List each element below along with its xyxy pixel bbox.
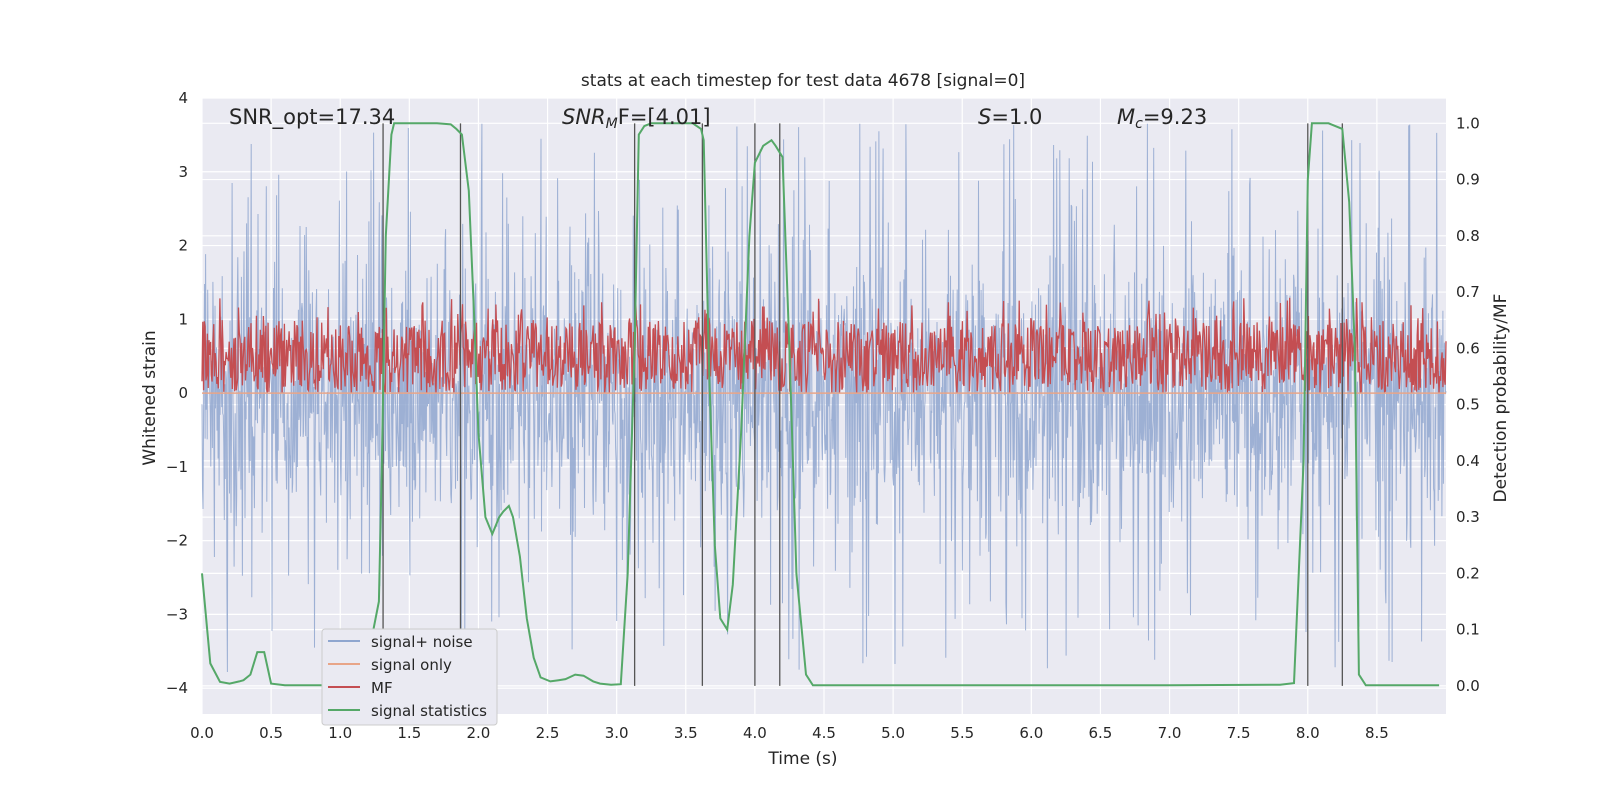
x-tick-label: 7.5 <box>1227 724 1251 742</box>
x-tick-label: 4.5 <box>812 724 836 742</box>
x-tick-label: 6.5 <box>1089 724 1113 742</box>
y-left-tick-label: −4 <box>166 679 188 697</box>
x-tick-label: 7.0 <box>1158 724 1182 742</box>
series-mf <box>201 297 1447 395</box>
x-axis-label: Time (s) <box>767 749 837 769</box>
legend-box <box>321 628 498 726</box>
y-right-tick-label: 0.8 <box>1456 227 1480 245</box>
x-tick-label: 1.0 <box>328 724 352 742</box>
x-tick-label: 2.5 <box>536 724 560 742</box>
x-tick-label: 3.0 <box>605 724 629 742</box>
y-left-tick-label: 2 <box>178 237 188 255</box>
series-signal-noise <box>201 123 1447 673</box>
x-tick-label: 3.5 <box>674 724 698 742</box>
annotation-snr-opt: SNR_opt=17.34 <box>229 105 395 130</box>
y-right-tick-label: 0.9 <box>1456 171 1480 189</box>
annotation-snr-mf: SNRMF=[4.01] <box>562 105 711 132</box>
x-tick-label: 0.5 <box>259 724 283 742</box>
series-signal-statistics <box>201 122 1440 687</box>
y-left-tick-label: 0 <box>178 384 188 402</box>
y-left-tick-label: −1 <box>166 458 188 476</box>
y-left-tick-label: 1 <box>178 310 188 328</box>
annotation-s: S=1.0 <box>978 105 1042 129</box>
legend-label-mf: MF <box>371 679 393 697</box>
x-tick-label: 2.0 <box>467 724 491 742</box>
y-left-tick-label: −2 <box>166 532 188 550</box>
x-tick-label: 4.0 <box>743 724 767 742</box>
y-axis-label-right: Detection probability/MF <box>1491 294 1511 503</box>
y-right-tick-label: 0.4 <box>1456 452 1480 470</box>
x-tick-label: 1.5 <box>397 724 421 742</box>
annotation-mc: Mc=9.23 <box>1117 105 1207 132</box>
legend-label-signal-only: signal only <box>371 656 452 674</box>
y-left-tick-label: −3 <box>166 605 188 623</box>
x-tick-label: 5.0 <box>881 724 905 742</box>
y-right-tick-label: 1.0 <box>1456 114 1480 132</box>
legend-label-noise: signal+ noise <box>371 633 473 651</box>
y-axis-label-left: Whitened strain <box>140 330 160 465</box>
x-tick-label: 8.5 <box>1365 724 1389 742</box>
x-tick-label: 8.0 <box>1296 724 1320 742</box>
y-left-tick-label: 4 <box>178 89 188 107</box>
y-right-tick-label: 0.0 <box>1456 677 1480 695</box>
x-tick-label: 5.5 <box>950 724 974 742</box>
legend: signal+ noise signal only MF signal stat… <box>321 628 498 726</box>
legend-label-stat: signal statistics <box>371 702 487 720</box>
x-tick-label: 6.0 <box>1019 724 1043 742</box>
y-right-tick-label: 0.7 <box>1456 283 1480 301</box>
y-right-tick-label: 0.6 <box>1456 339 1480 357</box>
chart-title: stats at each timestep for test data 467… <box>581 71 1025 91</box>
y-right-tick-label: 0.5 <box>1456 396 1480 414</box>
y-right-tick-label: 0.2 <box>1456 564 1480 582</box>
y-right-tick-label: 0.3 <box>1456 508 1480 526</box>
y-left-tick-label: 3 <box>178 163 188 181</box>
y-right-tick-label: 0.1 <box>1456 621 1480 639</box>
x-tick-label: 0.0 <box>190 724 214 742</box>
